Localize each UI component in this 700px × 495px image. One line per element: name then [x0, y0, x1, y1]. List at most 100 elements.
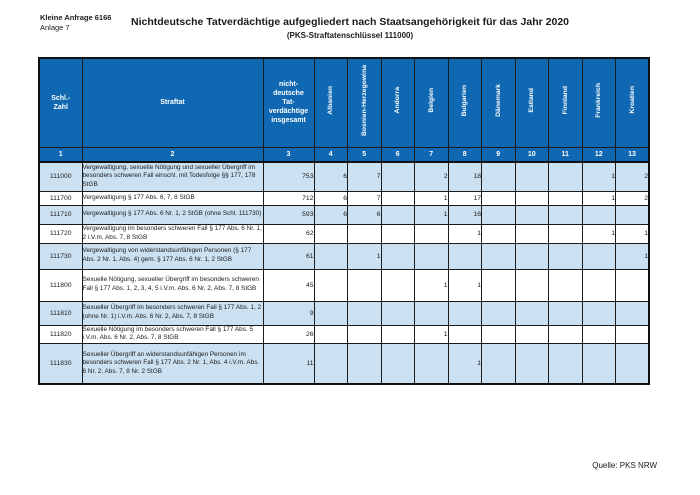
value-cell-bulgarien: 18 [447, 161, 482, 192]
value-cell-frankreich [581, 204, 616, 225]
value-cell-finnland [548, 268, 583, 302]
value-cell-bosnien-herzegowina [347, 324, 382, 344]
column-number: 3 [262, 146, 315, 163]
straftat-cell: Vergewaltigung § 177 Abs. 6 Nr. 1, 2 StG… [81, 204, 264, 225]
schl-zahl-cell: 111000 [38, 161, 83, 192]
value-cell-andorra [380, 242, 415, 270]
value-cell-estland [514, 242, 549, 270]
table-body: 111000 Vergewaltigung, sexuelle Nötigung … [38, 161, 650, 385]
value-cell-kroatien [615, 324, 650, 344]
column-header-estland: Estland [514, 57, 549, 148]
value-cell-albanien [313, 268, 348, 302]
value-cell-kroatien [615, 204, 650, 225]
table-row: 111830 Sexueller Übergriff an widerstands… [38, 342, 650, 385]
column-header-bosnien-herzegowina: Bosnien-Herzegowina [347, 57, 382, 148]
value-cell-finnland [548, 300, 583, 326]
value-cell-frankreich [581, 242, 616, 270]
value-cell-belgien [414, 223, 449, 244]
column-number: 4 [313, 146, 348, 163]
value-cell-estland [514, 204, 549, 225]
value-cell-kroatien [615, 268, 650, 302]
value-cell-estland [514, 161, 549, 192]
page-title: Nichtdeutsche Tatverdächtige aufgegliede… [130, 16, 570, 28]
value-cell-albanien: 6 [313, 161, 348, 192]
value-cell-dänemark [481, 204, 516, 225]
value-cell-dänemark [481, 342, 516, 385]
reference-block: Kleine Anfrage 6166 Anlage 7 [40, 13, 111, 32]
insgesamt-cell: 62 [262, 223, 315, 244]
column-number: 11 [548, 146, 583, 163]
value-cell-belgien: 1 [414, 268, 449, 302]
straftat-cell: Vergewaltigung § 177 Abs. 6, 7, 8 StGB [81, 190, 264, 206]
table-row: 111800 Sexuelle Nötigung, sexueller Überg… [38, 268, 650, 302]
column-header-schl-zahl: Schl.- Zahl [38, 57, 83, 148]
table-header: Schl.- Zahl Straftat nicht- deutsche Tat… [38, 57, 650, 163]
table-row: 111000 Vergewaltigung, sexuelle Nötigung … [38, 161, 650, 192]
value-cell-estland [514, 342, 549, 385]
value-cell-belgien [414, 242, 449, 270]
value-cell-bulgarien: 1 [447, 342, 482, 385]
value-cell-kroatien [615, 342, 650, 385]
value-cell-finnland [548, 342, 583, 385]
value-cell-dänemark [481, 190, 516, 206]
value-cell-finnland [548, 242, 583, 270]
country-label: Finnland [561, 86, 569, 115]
table-row: 111710 Vergewaltigung § 177 Abs. 6 Nr. 1,… [38, 204, 650, 225]
column-number: 12 [581, 146, 616, 163]
value-cell-belgien: 1 [414, 190, 449, 206]
page-subtitle: (PKS-Straftatenschlüssel 111000) [286, 31, 414, 40]
country-label: Bulgarien [461, 84, 469, 116]
column-header-albanien: Albanien [313, 57, 348, 148]
value-cell-belgien: 1 [414, 324, 449, 344]
schl-zahl-cell: 111700 [38, 190, 83, 206]
value-cell-dänemark [481, 268, 516, 302]
value-cell-estland [514, 300, 549, 326]
schl-zahl-cell: 111830 [38, 342, 83, 385]
reference-annex: Anlage 7 [40, 22, 70, 32]
value-cell-finnland [548, 324, 583, 344]
column-number: 2 [81, 146, 264, 163]
insgesamt-cell: 593 [262, 204, 315, 225]
column-number: 13 [615, 146, 650, 163]
value-cell-estland [514, 223, 549, 244]
column-number: 9 [481, 146, 516, 163]
column-number: 1 [38, 146, 83, 163]
value-cell-andorra [380, 342, 415, 385]
value-cell-bosnien-herzegowina [347, 342, 382, 385]
value-cell-andorra [380, 190, 415, 206]
straftat-cell: Sexueller Übergriff an widerstandsunfähi… [81, 342, 264, 385]
country-label: Andorra [394, 87, 402, 114]
value-cell-bosnien-herzegowina [347, 268, 382, 302]
value-cell-kroatien [615, 300, 650, 326]
insgesamt-cell: 712 [262, 190, 315, 206]
value-cell-finnland [548, 161, 583, 192]
column-header-finnland: Finnland [548, 57, 583, 148]
value-cell-bosnien-herzegowina: 1 [347, 242, 382, 270]
source-note: Quelle: PKS NRW [592, 461, 657, 470]
value-cell-bulgarien: 1 [447, 268, 482, 302]
insgesamt-cell: 9 [262, 300, 315, 326]
value-cell-andorra [380, 324, 415, 344]
column-header-bulgarien: Bulgarien [447, 57, 482, 148]
header-row: Schl.- Zahl Straftat nicht- deutsche Tat… [38, 57, 650, 148]
insgesamt-cell: 753 [262, 161, 315, 192]
table-row: 111700 Vergewaltigung § 177 Abs. 6, 7, 8 … [38, 190, 650, 206]
value-cell-estland [514, 324, 549, 344]
value-cell-bulgarien: 16 [447, 204, 482, 225]
table-row: 111820 Sexuelle Nötigung im besonders sch… [38, 324, 650, 344]
statistics-table: Schl.- Zahl Straftat nicht- deutsche Tat… [38, 57, 650, 386]
value-cell-kroatien: 2 [615, 190, 650, 206]
value-cell-andorra [380, 223, 415, 244]
value-cell-bosnien-herzegowina [347, 300, 382, 326]
country-label: Frankreich [595, 82, 603, 118]
value-cell-dänemark [481, 161, 516, 192]
column-number: 6 [380, 146, 415, 163]
value-cell-kroatien: 1 [615, 223, 650, 244]
insgesamt-cell: 61 [262, 242, 315, 270]
column-header-insgesamt: nicht- deutsche Tat- verdächtige insgesa… [262, 57, 315, 148]
straftat-cell: Sexuelle Nötigung, sexueller Übergriff i… [81, 268, 264, 302]
schl-zahl-cell: 111710 [38, 204, 83, 225]
value-cell-bulgarien [447, 300, 482, 326]
country-label: Belgien [427, 87, 435, 113]
value-cell-frankreich: 1 [581, 161, 616, 192]
